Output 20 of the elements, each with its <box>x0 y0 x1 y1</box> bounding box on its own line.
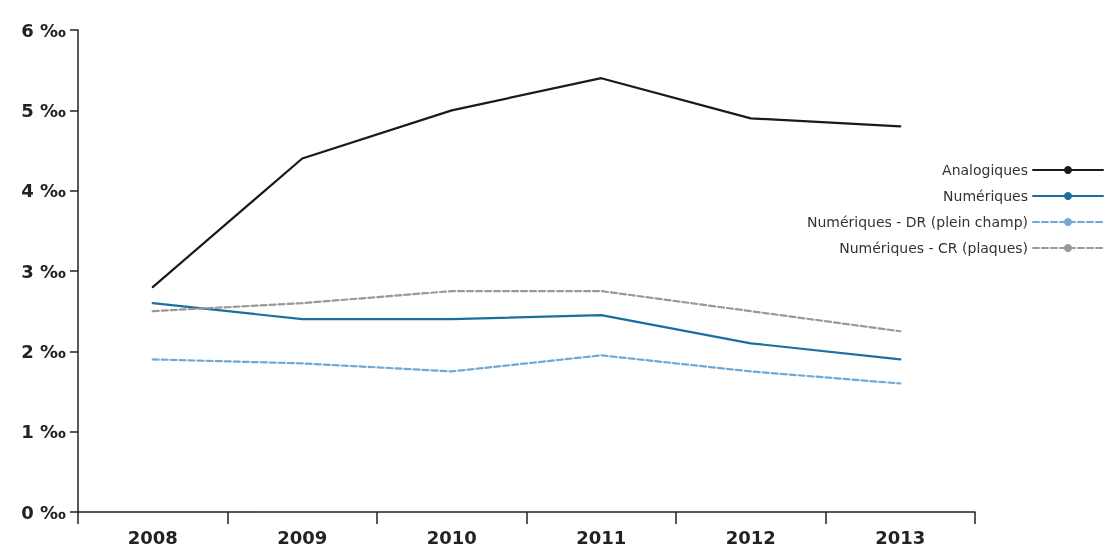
legend-label: Numériques <box>943 188 1028 204</box>
y-tick-label: 2 ‰ <box>21 340 67 362</box>
x-tick-label: 2010 <box>426 526 477 548</box>
y-tick-label: 0 ‰ <box>21 501 67 523</box>
legend-label: Analogiques <box>942 162 1028 178</box>
x-tick-label: 2008 <box>127 526 178 548</box>
line-series <box>151 289 902 333</box>
y-tick-label: 3 ‰ <box>21 260 67 282</box>
line-series <box>151 354 902 385</box>
y-tick-label: 6 ‰ <box>21 19 67 41</box>
x-tick-label: 2009 <box>277 526 328 548</box>
x-tick-label: 2012 <box>725 526 776 548</box>
legend-label: Numériques - DR (plein champ) <box>806 214 1028 230</box>
x-tick-label: 2013 <box>875 526 926 548</box>
line-series <box>151 302 902 361</box>
y-tick-label: 4 ‰ <box>21 180 67 202</box>
y-tick-label: 5 ‰ <box>21 99 67 121</box>
legend-label: Numériques - CR (plaques) <box>839 240 1028 256</box>
x-tick-label: 2011 <box>576 526 627 548</box>
y-tick-label: 1 ‰ <box>21 421 67 443</box>
